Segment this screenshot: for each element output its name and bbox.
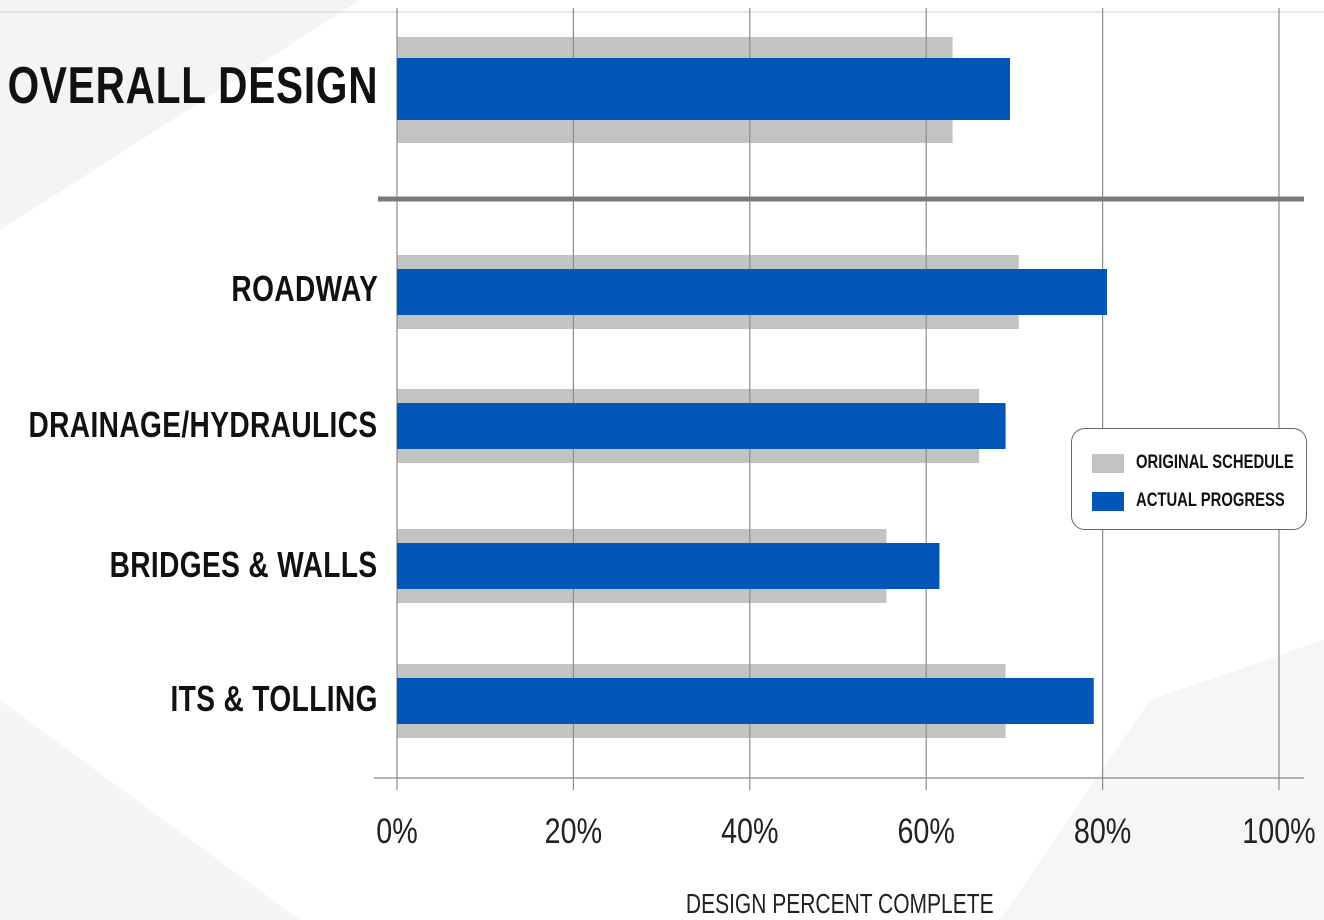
x-tick-label-20: 20%: [545, 811, 602, 850]
x-tick-label-0: 0%: [376, 811, 417, 850]
legend-item-actual-progress: ACTUAL PROGRESS: [1092, 490, 1324, 511]
legend-label-actual-progress: ACTUAL PROGRESS: [1136, 490, 1285, 511]
category-label-roadway: ROADWAY: [231, 268, 378, 309]
category-label-overall-design: OVERALL DESIGN: [7, 57, 378, 115]
category-label-bridges-walls: BRIDGES & WALLS: [110, 544, 378, 585]
bar-actual-progress-1: [397, 269, 1108, 315]
legend-item-original-schedule: ORIGINAL SCHEDULE: [1092, 452, 1324, 473]
bar-actual-progress-0: [397, 58, 1010, 120]
bar-actual-progress-3: [397, 543, 940, 589]
x-tick-label-40: 40%: [721, 811, 778, 850]
legend-label-original-schedule: ORIGINAL SCHEDULE: [1136, 452, 1294, 473]
category-label-drainage-hydraulics: DRAINAGE/HYDRAULICS: [28, 404, 378, 445]
legend-swatch-actual-progress: [1092, 491, 1124, 511]
category-label-its-tolling: ITS & TOLLING: [170, 678, 378, 719]
legend-swatch-original-schedule: [1092, 453, 1124, 473]
chart-legend: ORIGINAL SCHEDULE ACTUAL PROGRESS: [1071, 428, 1307, 530]
x-tick-label-80: 80%: [1074, 811, 1131, 850]
x-axis-title: DESIGN PERCENT COMPLETE: [685, 888, 994, 919]
bar-actual-progress-4: [397, 678, 1094, 724]
x-tick-label-100: 100%: [1242, 811, 1315, 850]
x-tick-label-60: 60%: [897, 811, 954, 850]
bar-actual-progress-2: [397, 403, 1006, 449]
